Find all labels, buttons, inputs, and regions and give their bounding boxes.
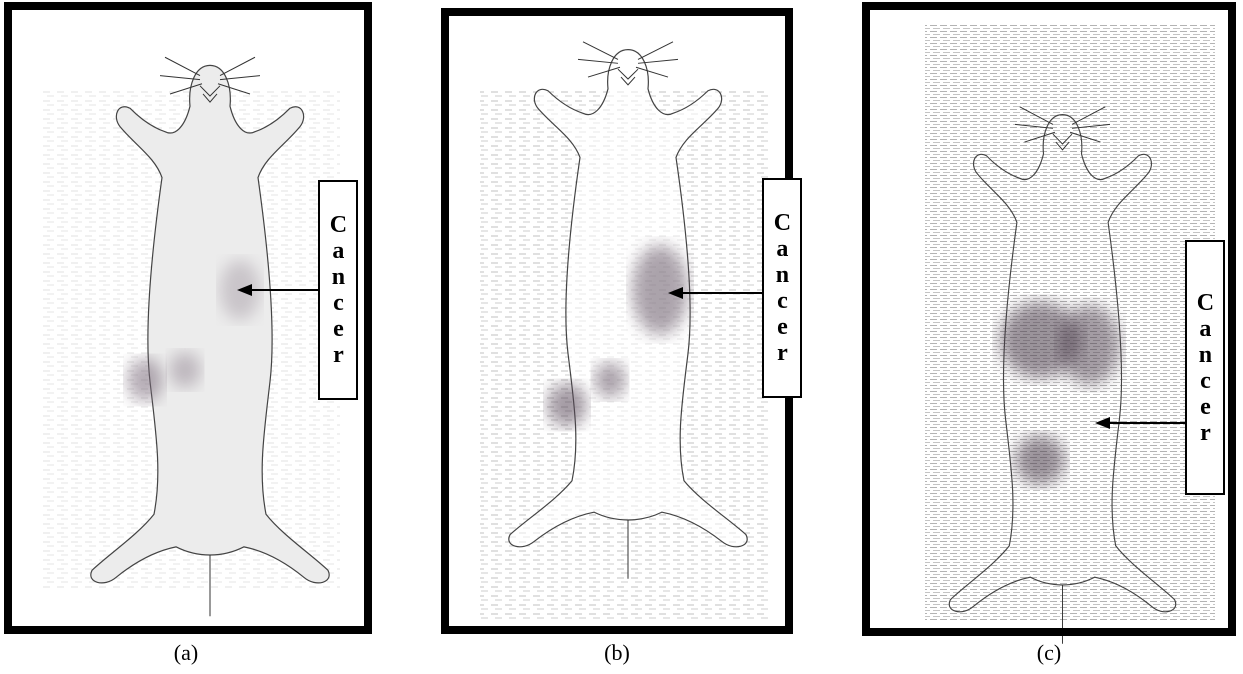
- panel-caption: (b): [587, 640, 647, 666]
- figure: Cancer Cancer Cancer (a) (b) (c): [0, 0, 1243, 674]
- callout: Cancer: [762, 178, 802, 398]
- panel-caption: (a): [156, 640, 216, 666]
- panel-frame: [862, 2, 1236, 636]
- panel-caption: (c): [1019, 640, 1079, 666]
- panel-frame: [441, 8, 793, 634]
- callout: Cancer: [1185, 240, 1225, 495]
- callout-text: Cancer: [765, 210, 800, 366]
- callout-text: Cancer: [1188, 290, 1223, 446]
- callout: Cancer: [318, 180, 358, 400]
- panel-frame: [4, 2, 372, 634]
- callout-text: Cancer: [321, 212, 356, 368]
